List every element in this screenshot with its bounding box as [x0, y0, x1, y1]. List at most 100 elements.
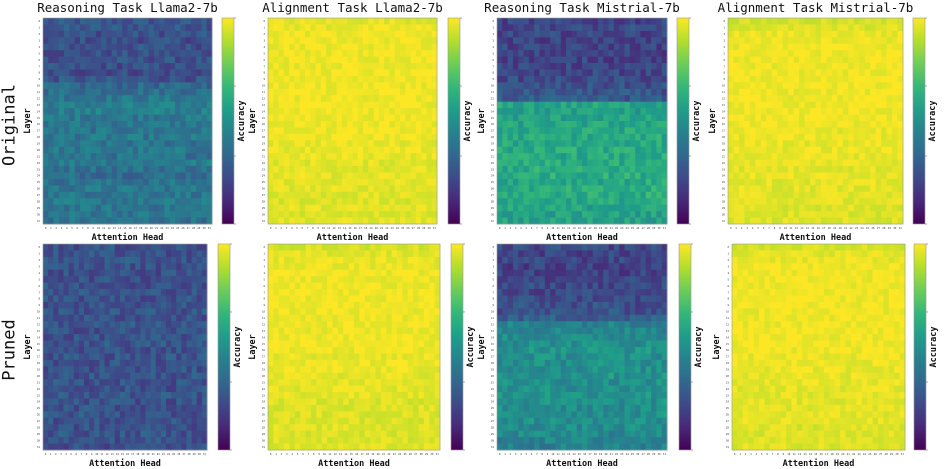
heatmap-cell	[728, 178, 734, 186]
heatmap-cell	[886, 114, 893, 122]
heatmap-cell	[760, 101, 767, 109]
heatmap-cell	[191, 289, 198, 296]
heatmap-cell	[518, 37, 524, 45]
y-tick-label: 24	[491, 174, 495, 178]
heatmap-cell	[587, 101, 594, 109]
heatmap-cell	[48, 289, 54, 296]
heatmap-cell	[132, 82, 139, 90]
heatmap-cell	[755, 172, 762, 180]
heatmap-cell	[766, 217, 773, 225]
heatmap-cell	[289, 75, 295, 83]
heatmap-cell	[336, 146, 343, 154]
heatmap-cell	[415, 121, 422, 128]
heatmap-cell	[190, 108, 197, 115]
heatmap-cell	[523, 121, 530, 128]
heatmap-cell	[132, 153, 139, 161]
heatmap-cell	[53, 127, 60, 135]
x-tick-label: 2	[510, 226, 512, 230]
heatmap-cell	[373, 217, 380, 225]
heatmap-cell	[104, 276, 111, 284]
heatmap-cell	[132, 50, 139, 58]
heatmap-cell	[109, 353, 116, 361]
heatmap-cell	[587, 18, 594, 25]
heatmap-cell	[336, 153, 343, 161]
heatmap-cell	[85, 140, 91, 148]
heatmap-cell	[278, 101, 285, 109]
heatmap-cell	[341, 82, 348, 90]
heatmap-cell	[69, 69, 76, 77]
heatmap-cell	[426, 178, 433, 186]
heatmap-cell	[619, 63, 625, 70]
heatmap-cell	[206, 82, 213, 90]
heatmap-cell	[138, 88, 144, 96]
heatmap-cell	[69, 146, 76, 154]
heatmap-cell	[89, 295, 95, 303]
heatmap-cell	[368, 63, 375, 70]
heatmap-cell	[421, 24, 427, 32]
heatmap-cell	[810, 133, 816, 141]
heatmap-cell	[150, 359, 157, 367]
heatmap-cell	[63, 269, 70, 277]
heatmap-cell	[289, 140, 295, 148]
heatmap-cell	[273, 30, 279, 38]
heatmap-cell	[544, 43, 551, 51]
heatmap-cell	[171, 256, 177, 264]
heatmap-cell	[864, 159, 871, 167]
heatmap-cell	[145, 289, 152, 296]
heatmap-cell	[523, 191, 530, 199]
heatmap-cell	[815, 50, 822, 58]
heatmap-cell	[576, 75, 583, 83]
heatmap-cell	[363, 191, 369, 199]
heatmap-cell	[788, 204, 795, 212]
heatmap-cell	[114, 244, 121, 251]
heatmap-cell	[760, 24, 767, 32]
heatmap-cell	[63, 289, 70, 296]
x-tick-label: 18	[139, 226, 143, 230]
heatmap-cell	[635, 172, 641, 180]
heatmap-cell	[294, 185, 301, 193]
heatmap-cell	[368, 204, 375, 212]
heatmap-cell	[502, 108, 509, 115]
heatmap-cell	[853, 50, 860, 58]
heatmap-cell	[597, 50, 604, 58]
heatmap-cell	[635, 88, 641, 96]
heatmap-cell	[289, 159, 295, 167]
heatmap-cell	[624, 159, 631, 167]
heatmap-cell	[53, 211, 60, 218]
heatmap-cell	[64, 133, 70, 141]
heatmap-cell	[89, 269, 95, 277]
heatmap-cell	[58, 69, 65, 77]
heatmap-cell	[166, 301, 172, 309]
heatmap-cell	[415, 159, 422, 167]
heatmap-cell	[53, 88, 60, 96]
heatmap-cell	[373, 178, 380, 186]
plot-frame	[727, 17, 904, 225]
heatmap-cell	[587, 178, 594, 186]
heatmap-cell	[73, 359, 80, 367]
heatmap-cell	[576, 166, 583, 173]
y-tick-label: 24	[722, 174, 726, 178]
heatmap-cell	[410, 172, 417, 180]
heatmap-cell	[201, 37, 208, 45]
heatmap-cell	[357, 121, 364, 128]
heatmap-cell	[859, 114, 866, 122]
heatmap-cell	[196, 276, 203, 284]
heatmap-cell	[85, 82, 91, 90]
heatmap-cell	[766, 133, 773, 141]
heatmap-cell	[733, 63, 740, 70]
heatmap-cell	[507, 146, 514, 154]
heatmap-cell	[550, 172, 556, 180]
heatmap-cell	[870, 185, 877, 193]
heatmap-cell	[186, 301, 193, 309]
heatmap-cell	[268, 172, 274, 180]
heatmap-cell	[315, 75, 322, 83]
heatmap-cell	[613, 88, 620, 96]
heatmap-cell	[782, 166, 789, 173]
heatmap-cell	[640, 185, 647, 193]
heatmap-cell	[43, 359, 49, 367]
heatmap-cell	[63, 314, 70, 322]
heatmap-cell	[518, 140, 524, 148]
heatmap-cell	[341, 88, 348, 96]
heatmap-cell	[826, 211, 833, 218]
heatmap-cell	[539, 108, 546, 115]
